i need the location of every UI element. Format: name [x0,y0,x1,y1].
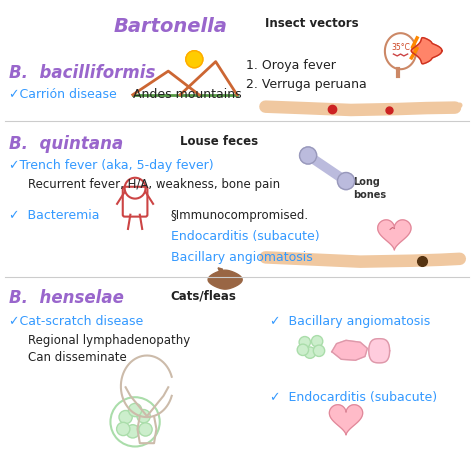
Circle shape [186,51,203,68]
Circle shape [337,173,355,190]
Polygon shape [218,268,223,271]
Text: ✓  Bacillary angiomatosis: ✓ Bacillary angiomatosis [270,315,430,328]
Text: Long: Long [353,177,380,187]
Text: Louse feces: Louse feces [180,135,258,148]
Text: ✓  Endocarditis (subacute): ✓ Endocarditis (subacute) [270,391,438,404]
Circle shape [128,403,142,417]
Text: ✓Trench fever (aka, 5-day fever): ✓Trench fever (aka, 5-day fever) [9,159,214,172]
Text: ✓Cat-scratch disease: ✓Cat-scratch disease [9,315,144,328]
Circle shape [126,425,139,438]
Text: §Immunocompromised.: §Immunocompromised. [171,209,309,221]
Text: 35°C: 35°C [391,43,410,52]
Polygon shape [378,220,411,250]
Circle shape [311,336,323,347]
Circle shape [137,410,150,423]
Polygon shape [411,37,442,64]
Circle shape [139,423,152,436]
Circle shape [313,345,325,356]
Text: Andes mountains: Andes mountains [133,88,241,100]
Text: ✓  Bacteremia: ✓ Bacteremia [9,209,100,221]
Polygon shape [332,340,367,360]
Polygon shape [329,405,363,435]
Circle shape [297,344,309,356]
Text: Bacillary angiomatosis: Bacillary angiomatosis [171,251,312,264]
Text: 2. Verruga peruana: 2. Verruga peruana [246,78,367,91]
Text: Regional lymphadenopathy: Regional lymphadenopathy [28,334,191,347]
Circle shape [117,422,130,436]
Circle shape [299,337,310,348]
Circle shape [304,347,316,358]
Text: B.  quintana: B. quintana [9,135,124,153]
Text: bones: bones [353,190,386,200]
Text: Bartonella: Bartonella [114,17,228,36]
Text: Endocarditis (subacute): Endocarditis (subacute) [171,230,319,243]
Text: ✓Carrión disease: ✓Carrión disease [9,88,117,100]
Polygon shape [208,270,242,289]
Text: Can disseminate: Can disseminate [28,351,127,364]
Text: B.  henselae: B. henselae [9,289,124,307]
Circle shape [119,410,132,424]
Text: 1. Oroya fever: 1. Oroya fever [246,59,337,72]
Text: B.  bacilliformis: B. bacilliformis [9,64,156,82]
Text: Insect vectors: Insect vectors [265,17,359,29]
Polygon shape [369,339,390,363]
Text: Recurrent fever, H/A, weakness, bone pain: Recurrent fever, H/A, weakness, bone pai… [28,178,281,191]
Circle shape [300,147,317,164]
Text: Cats/fleas: Cats/fleas [171,289,237,302]
